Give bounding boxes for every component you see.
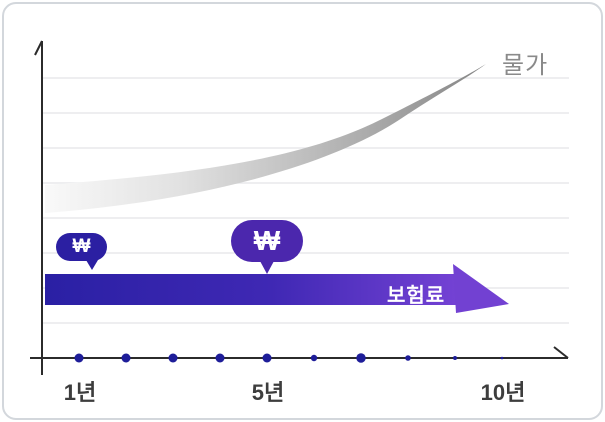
price-curve <box>45 64 486 213</box>
premium-arrow <box>45 264 509 313</box>
y-axis-arrowhead <box>34 40 43 56</box>
bubble-tail <box>86 260 98 270</box>
bubble-tail <box>260 261 274 274</box>
won-symbol-large: ₩ <box>253 225 281 256</box>
x-tick-label-5year: 5년 <box>251 380 285 405</box>
x-axis-arrowhead <box>553 346 569 359</box>
timeline-dots <box>74 353 504 363</box>
won-bubble-year5: ₩ <box>231 220 303 274</box>
x-tick-label-10year: 10년 <box>480 380 526 405</box>
timeline-dot-year10 <box>500 356 504 360</box>
won-bubble-year1: ₩ <box>56 233 107 270</box>
timeline-dot-year4 <box>215 353 225 363</box>
timeline-dot-year1 <box>74 353 84 363</box>
timeline-dot-year7 <box>356 353 366 363</box>
chart-canvas <box>30 40 569 375</box>
timeline-dot-year5 <box>262 353 272 363</box>
x-tick-label-1year: 1년 <box>63 380 97 405</box>
premium-arrow-label: 보험료 <box>387 285 446 307</box>
timeline-dot-year8 <box>405 355 411 361</box>
won-symbol-small: ₩ <box>72 236 91 257</box>
timeline-dot-year6 <box>310 354 318 362</box>
timeline-dot-year3 <box>168 353 178 363</box>
timeline-dot-year2 <box>121 353 131 363</box>
axes <box>30 40 569 375</box>
price-curve-label: 물가 <box>502 52 549 79</box>
timeline-dot-year9 <box>453 356 457 360</box>
